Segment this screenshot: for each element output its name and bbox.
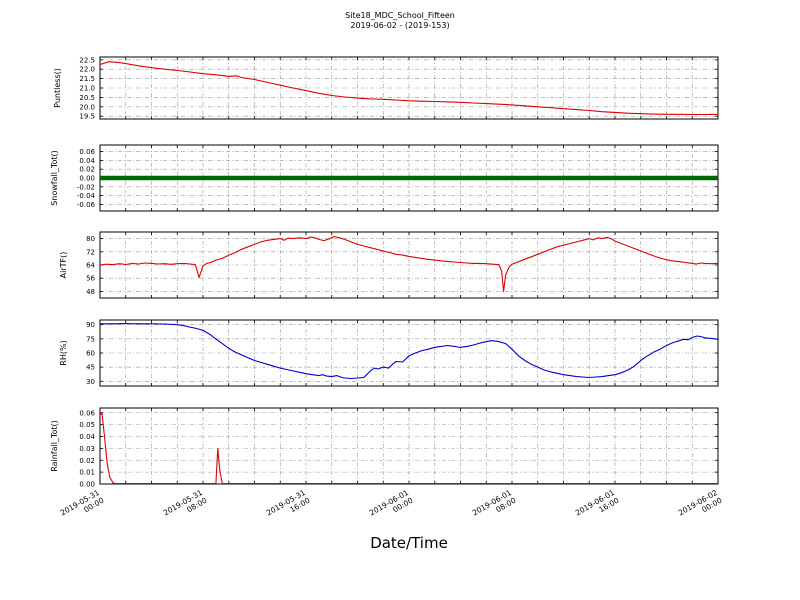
rh-series-line [100,323,719,380]
panel-border [99,319,719,387]
puntless-series-line [99,61,719,116]
y-tick-label: 0.00 [79,175,95,183]
y-tick-label: 0.04 [79,433,95,441]
subplot-rh: 90 75 60 45 30 [86,319,719,387]
x-tick-label: 2019-06-0116:00 [574,488,621,525]
panel-border [99,56,719,120]
y-tick-label: 0.04 [79,157,95,165]
y-tick-label: 80 [86,235,95,243]
x-tick-label: 2019-05-3108:00 [162,488,209,525]
y-axis-label-rainfall: Rainfall_Tot() [50,420,59,472]
y-axis-label-airtf: AirTF() [59,252,68,279]
y-tick-label: 90 [86,321,95,329]
y-tick-label: 75 [86,335,95,343]
y-tick-label: 0.06 [79,409,95,417]
x-axis-title: Date/Time [370,534,448,552]
y-tick-label: 0.02 [79,166,95,174]
y-tick-label: 0.06 [79,148,95,156]
y-tick-label: 0.03 [79,445,95,453]
y-tick-label: 20.5 [79,94,95,102]
y-tick-label: 22.0 [79,66,95,74]
figure-subtitle: 2019-06-02 - (2019-153) [350,21,449,30]
x-tick-label: 2019-06-0100:00 [368,488,415,525]
figure-title: Site18_MDC_School_Fifteen [345,11,455,20]
y-tick-label: 72 [86,248,95,256]
y-axis-label-puntless: Puntless() [53,68,62,108]
y-tick-label: -0.06 [77,201,96,209]
y-tick-label: -0.02 [77,183,95,191]
y-tick-label: 0.05 [79,421,95,429]
subplot-airtf: 80 72 64 56 48 [86,231,719,299]
y-axis-label-snowfall: Snowfall_Tot() [50,150,59,206]
y-tick-label: 20.0 [79,103,95,111]
y-tick-label: 0.01 [79,469,95,477]
y-tick-label: 19.5 [79,113,95,121]
y-tick-label: 21.0 [79,85,95,93]
subplot-snowfall-tot: 0.060.040.020.00-0.02-0.04-0.06 [77,144,719,212]
subplot-rainfall-tot: 0.06 0.05 0.04 0.03 0.02 0.01 0.00 [79,407,719,489]
y-tick-label: 60 [86,350,95,358]
y-tick-label: 0.02 [79,457,95,465]
y-tick-label: -0.04 [77,192,96,200]
subplot-puntless: 22.5 22.021.5 21.020.520.0 19.5 [79,56,719,121]
airtf-series-line [99,235,719,292]
x-tick-label: 2019-05-3116:00 [265,488,312,525]
y-tick-label: 56 [86,275,95,283]
y-axis-label-rh: RH(%) [59,340,68,365]
x-tick-label: 2019-06-0108:00 [471,488,518,525]
x-tick-label: 2019-05-3100:00 [59,488,106,525]
x-tick-label: 2019-06-0200:00 [677,488,724,525]
y-tick-label: 64 [86,262,95,270]
y-tick-label: 30 [86,378,95,386]
x-axis-tick-labels: 2019-05-3100:00 2019-05-3108:00 2019-05-31… [59,488,724,525]
y-tick-label: 45 [86,364,95,372]
y-tick-label: 22.5 [79,56,95,64]
rainfall_tot-series-line [99,412,718,485]
y-tick-label: 0.00 [79,481,95,489]
y-tick-label: 21.5 [79,75,95,83]
y-tick-label: 48 [86,288,95,296]
